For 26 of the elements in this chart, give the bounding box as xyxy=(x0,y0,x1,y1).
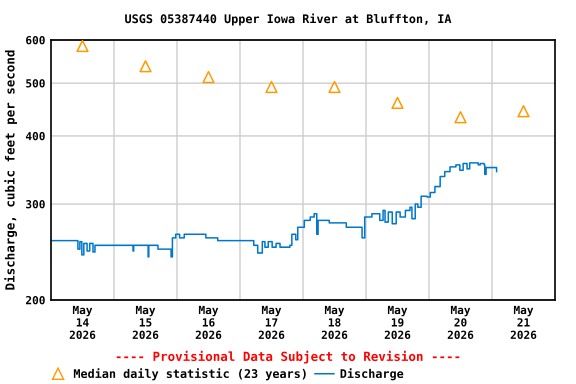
x-tick-label: May 14 2026 xyxy=(70,306,96,340)
x-tick-label: May 18 2026 xyxy=(322,306,348,340)
point xyxy=(265,80,278,94)
y-tick-label: 600 xyxy=(26,36,45,44)
point xyxy=(454,111,467,124)
x-tick-label: May 21 2026 xyxy=(510,306,536,340)
x-tick-label: May 20 2026 xyxy=(448,306,474,340)
point xyxy=(139,60,152,72)
y-tick-label: 500 xyxy=(26,79,45,88)
point xyxy=(202,70,215,84)
y-tick-label: 300 xyxy=(26,200,45,208)
point xyxy=(328,80,341,94)
x-tick-label: May 17 2026 xyxy=(258,306,284,340)
y-axis-title: Discharge, cubic feet per second xyxy=(4,50,18,290)
y-tick-label: 200 xyxy=(26,296,45,304)
point xyxy=(76,40,89,52)
y-tick-label: 400 xyxy=(26,132,45,140)
legend-label: Discharge xyxy=(340,368,404,380)
x-tick-label: May 15 2026 xyxy=(132,306,158,340)
point xyxy=(391,96,404,110)
text: ---- Provisional Data Subject to Revision ---- xyxy=(116,350,460,364)
x-tick-label: May 19 2026 xyxy=(384,306,410,340)
point xyxy=(517,105,530,118)
legend-label: Median daily statistic (23 years) xyxy=(74,368,306,380)
chart-title: USGS 05387440 Upper Iowa River at Bluffton, IA xyxy=(125,13,452,26)
x-tick-label: May 16 2026 xyxy=(196,306,222,340)
